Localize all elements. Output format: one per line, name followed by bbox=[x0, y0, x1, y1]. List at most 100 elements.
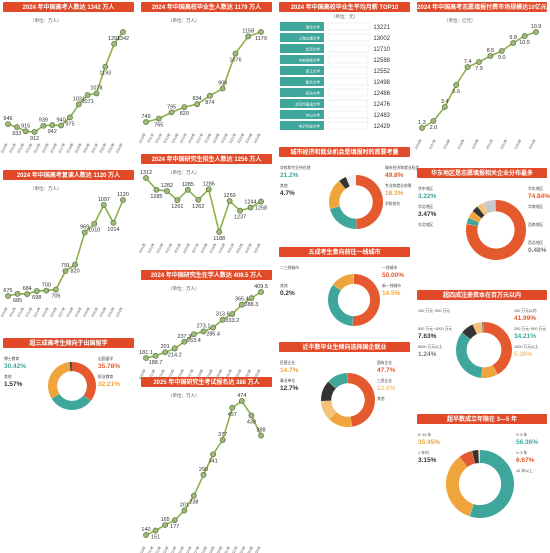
x-tick-c7: 2014年 bbox=[156, 367, 166, 379]
x-tick-c5: 2012年 bbox=[15, 305, 25, 317]
slice-label-p5: 500 万元~1000 万元 bbox=[418, 327, 452, 331]
slice-pct-p4: 74.84% bbox=[528, 193, 550, 200]
pie-slice-p3 bbox=[321, 381, 336, 402]
data-label-c7: 286.4 bbox=[206, 332, 220, 338]
category-label-c3: 上海交通大学 bbox=[298, 35, 320, 40]
bar-c3 bbox=[280, 44, 324, 53]
chart-header-p7 bbox=[3, 338, 134, 348]
chart-title-p1: 城市经济和就业机会是填报时的首要考量 bbox=[290, 148, 398, 156]
data-label-c7: 214.2 bbox=[168, 352, 182, 358]
slice-pct-p6: 56.36% bbox=[516, 439, 538, 446]
chart-title-p4: 华东地区是志愿填报相关企业分布最多 bbox=[431, 169, 533, 177]
data-point-c1 bbox=[22, 128, 29, 135]
x-tick-c6: 2024年 bbox=[252, 241, 262, 253]
data-label-c5: 820 bbox=[70, 269, 79, 275]
slice-pct-p1: 4.7% bbox=[280, 190, 295, 197]
data-label-c1: 1078 bbox=[90, 85, 102, 91]
bar-value-box-c3 bbox=[327, 55, 369, 64]
x-tick-c4: 2024年 bbox=[527, 137, 537, 149]
slice-pct-p7: 35.78% bbox=[98, 363, 120, 370]
data-point-c5 bbox=[33, 288, 40, 294]
chart-title-c4: 2024 年中国高考志愿填报付费市场规模达10亿元 bbox=[417, 3, 547, 11]
data-label-c7: 263.4 bbox=[187, 338, 201, 344]
bar-c3 bbox=[280, 66, 324, 75]
data-point-c4 bbox=[430, 118, 437, 124]
data-point-c4 bbox=[498, 48, 505, 54]
slice-label-p7: 其他 bbox=[4, 374, 12, 379]
data-point-c4 bbox=[510, 40, 517, 46]
pie-slice-p4 bbox=[477, 203, 488, 216]
slice-label-p7: 博士教育 bbox=[4, 356, 19, 361]
data-label-c6: 1262 bbox=[192, 204, 204, 210]
data-point-c4 bbox=[476, 59, 482, 65]
slice-pct-p3: 12.7% bbox=[280, 385, 299, 392]
category-label-c3: 同济大学 bbox=[306, 90, 321, 95]
data-label-c7: 237.3 bbox=[177, 334, 191, 340]
slice-label-p6: 5~10 年 bbox=[418, 432, 432, 437]
x-tick-c1: 2023年 bbox=[106, 141, 116, 153]
data-label-c2: 765 bbox=[154, 123, 163, 129]
pie-slice-p5 bbox=[472, 322, 483, 335]
slice-label-p5: 5000 万元以上 bbox=[418, 344, 443, 349]
data-point-c6 bbox=[216, 229, 223, 235]
x-tick-c8: 2024年 bbox=[244, 544, 254, 553]
chart-p5: 超四成注册资本在百万元以内 100 万元以内 41.99% 200 万元~500 万元… bbox=[417, 290, 547, 379]
slice-pct-p2: 14.5% bbox=[382, 290, 401, 297]
slice-label-p2: 其他 bbox=[280, 283, 288, 288]
x-tick-c6: 2017年 bbox=[190, 241, 200, 253]
data-label-c5: 1120 bbox=[117, 192, 129, 198]
x-tick-c5: 2024年 bbox=[114, 305, 124, 317]
x-tick-c1: 2010年 bbox=[0, 141, 9, 153]
slice-label-p5: 200 万元~500 万元 bbox=[514, 327, 546, 331]
data-point-c2 bbox=[219, 85, 226, 92]
bar-value-box-c3 bbox=[327, 121, 368, 130]
x-tick-c2: 2018年 bbox=[203, 131, 213, 143]
data-label-c1: 912 bbox=[30, 136, 39, 142]
chart-header-c3 bbox=[279, 2, 410, 12]
data-point-c2 bbox=[245, 33, 252, 40]
data-point-c7 bbox=[248, 295, 255, 302]
pie-slice-p6 bbox=[469, 450, 515, 519]
bar-c3 bbox=[280, 99, 324, 108]
x-tick-c8: 2015年 bbox=[175, 544, 185, 553]
data-point-c1 bbox=[111, 40, 118, 47]
slice-label-p3: 事业单位 bbox=[280, 378, 295, 383]
pie-slice-p2 bbox=[352, 274, 380, 326]
data-label-c5: 1014 bbox=[107, 227, 119, 233]
x-tick-c5: 2017年 bbox=[57, 305, 67, 317]
data-label-c6: 1259 bbox=[224, 193, 236, 199]
slice-pct-p3: 12.0% bbox=[377, 385, 396, 392]
category-label-c3: 复旦大学 bbox=[306, 79, 321, 84]
chart-unit-c2: （单位：万人） bbox=[168, 17, 200, 24]
chart-header-p4 bbox=[417, 168, 547, 178]
chart-title-c6: 2024 年中国研究生招生人数达 1256 万人 bbox=[152, 155, 263, 163]
data-point-c6 bbox=[226, 198, 233, 204]
data-label-c3: 12710 bbox=[373, 47, 390, 53]
pie-slice-p6 bbox=[446, 457, 474, 517]
x-tick-c5: 2011年 bbox=[7, 305, 17, 317]
data-label-c6: 1285 bbox=[150, 194, 162, 200]
x-tick-c6: 2022年 bbox=[234, 241, 244, 253]
x-tick-c5: 2015年 bbox=[40, 305, 50, 317]
x-tick-c4: 2019年 bbox=[456, 137, 466, 149]
data-point-c8 bbox=[248, 412, 255, 419]
data-point-c8 bbox=[152, 527, 159, 534]
data-point-c1 bbox=[102, 63, 109, 70]
slice-label-p4: 西南地区 bbox=[528, 222, 543, 227]
x-tick-c2: 2023年 bbox=[244, 131, 254, 143]
x-tick-c7: 2023年 bbox=[242, 367, 252, 379]
data-label-c1: 942 bbox=[48, 129, 57, 135]
x-tick-c5: 2014年 bbox=[32, 305, 42, 317]
slice-pct-p6: 6.67% bbox=[516, 457, 535, 464]
pie-slice-p7 bbox=[69, 362, 72, 372]
data-label-c7: 409.5 bbox=[254, 284, 268, 290]
data-label-c3: 12483 bbox=[373, 113, 390, 119]
pie-slice-p2 bbox=[332, 274, 354, 291]
data-point-c4 bbox=[453, 82, 460, 88]
x-tick-c1: 2020年 bbox=[81, 141, 91, 153]
bar-value-box-c3 bbox=[327, 66, 369, 75]
data-label-c7: 333.2 bbox=[225, 318, 239, 324]
data-label-c1: 1342 bbox=[117, 36, 129, 42]
data-point-c1 bbox=[67, 114, 73, 121]
